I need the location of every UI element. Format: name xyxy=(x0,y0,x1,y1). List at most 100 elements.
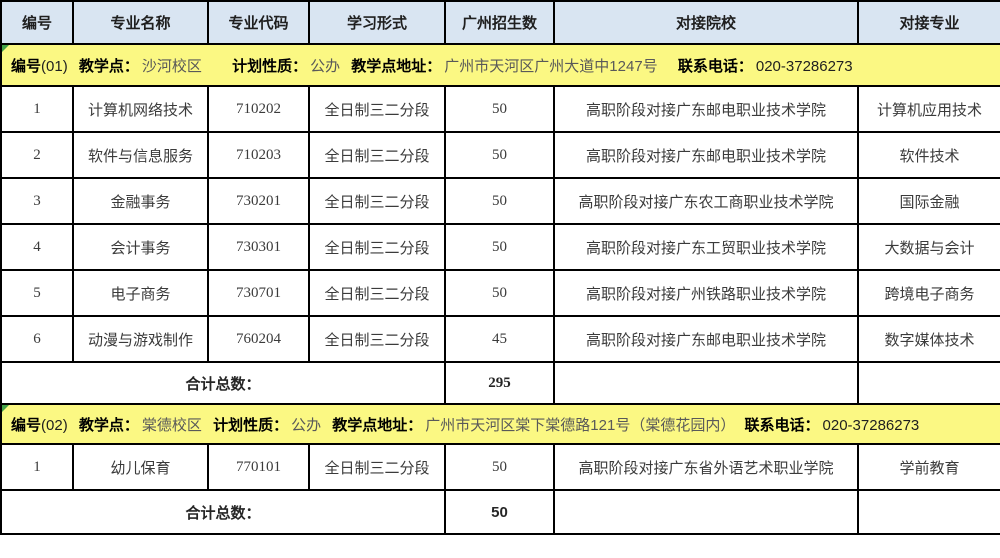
cell-number: 6 xyxy=(0,315,74,363)
section2-total-row: 合计总数： 50 xyxy=(0,489,1000,535)
cell-partner-major: 数字媒体技术 xyxy=(857,315,1000,363)
cell-partner-major: 软件技术 xyxy=(857,131,1000,179)
cell-partner-college: 高职阶段对接广东邮电职业技术学院 xyxy=(553,131,859,179)
banner-address-label: 教学点地址： xyxy=(351,57,442,75)
banner-site-label: 教学点： xyxy=(78,416,139,434)
enrollment-table: 编号 专业名称 专业代码 学习形式 广州招生数 对接院校 对接专业 编号(01)… xyxy=(0,0,1000,535)
cell-enrollment: 50 xyxy=(444,177,555,225)
cell-major-code: 730201 xyxy=(207,177,310,225)
cell-partner-major: 学前教育 xyxy=(857,443,1000,491)
cell-number: 4 xyxy=(0,223,74,271)
col-header-major-name: 专业名称 xyxy=(72,0,209,45)
table-header-row: 编号 专业名称 专业代码 学习形式 广州招生数 对接院校 对接专业 xyxy=(0,0,1000,45)
col-header-number: 编号 xyxy=(0,0,74,45)
section1-banner-row: 编号(01) 教学点： 沙河校区 计划性质： 公办 教学点地址： 广州市天河区广州大道… xyxy=(0,43,1000,87)
cell-major-code: 710202 xyxy=(207,85,310,133)
cell-enrollment: 50 xyxy=(444,223,555,271)
cell-corner-marker xyxy=(3,46,9,52)
col-header-enrollment: 广州招生数 xyxy=(444,0,555,45)
table-row: 5 电子商务 730701 全日制三二分段 50 高职阶段对接广州铁路职业技术学… xyxy=(0,269,1000,317)
cell-partner-college: 高职阶段对接广东农工商职业技术学院 xyxy=(553,177,859,225)
total-value: 295 xyxy=(444,361,555,405)
banner-site-value: 沙河校区 xyxy=(141,57,202,75)
banner-id-number: (02) xyxy=(41,416,68,434)
cell-enrollment: 50 xyxy=(444,443,555,491)
cell-number: 5 xyxy=(0,269,74,317)
total-label: 合计总数： xyxy=(0,361,446,405)
cell-number: 1 xyxy=(0,443,74,491)
cell-major-name: 计算机网络技术 xyxy=(72,85,209,133)
table-row: 2 软件与信息服务 710203 全日制三二分段 50 高职阶段对接广东邮电职业… xyxy=(0,131,1000,179)
table-row: 1 计算机网络技术 710202 全日制三二分段 50 高职阶段对接广东邮电职业… xyxy=(0,85,1000,133)
table-row: 1 幼儿保育 770101 全日制三二分段 50 高职阶段对接广东省外语艺术职业… xyxy=(0,443,1000,491)
cell-enrollment: 45 xyxy=(444,315,555,363)
banner-plan-label: 计划性质： xyxy=(213,416,289,434)
cell-major-name: 动漫与游戏制作 xyxy=(72,315,209,363)
banner-phone-label: 联系电话： xyxy=(744,416,820,434)
cell-major-code: 770101 xyxy=(207,443,310,491)
cell-study-mode: 全日制三二分段 xyxy=(308,443,446,491)
col-header-study-mode: 学习形式 xyxy=(308,0,446,45)
cell-empty xyxy=(553,361,859,405)
cell-study-mode: 全日制三二分段 xyxy=(308,177,446,225)
cell-enrollment: 50 xyxy=(444,269,555,317)
col-header-partner-major: 对接专业 xyxy=(857,0,1000,45)
cell-major-code: 730301 xyxy=(207,223,310,271)
cell-major-code: 760204 xyxy=(207,315,310,363)
banner-phone-label: 联系电话： xyxy=(677,57,753,75)
cell-study-mode: 全日制三二分段 xyxy=(308,85,446,133)
banner-plan-label: 计划性质： xyxy=(232,57,308,75)
cell-number: 1 xyxy=(0,85,74,133)
cell-major-code: 710203 xyxy=(207,131,310,179)
cell-major-name: 金融事务 xyxy=(72,177,209,225)
cell-empty xyxy=(857,361,1000,405)
cell-partner-major: 大数据与会计 xyxy=(857,223,1000,271)
table-row: 4 会计事务 730301 全日制三二分段 50 高职阶段对接广东工贸职业技术学… xyxy=(0,223,1000,271)
banner-phone-value: 020-37286273 xyxy=(822,416,920,434)
table-row: 3 金融事务 730201 全日制三二分段 50 高职阶段对接广东农工商职业技术… xyxy=(0,177,1000,225)
banner-site-label: 教学点： xyxy=(78,57,139,75)
banner-address-value: 广州市天河区棠下棠德路121号（棠德花园内） xyxy=(425,416,736,434)
banner-id-number: (01) xyxy=(41,57,68,75)
cell-number: 3 xyxy=(0,177,74,225)
section1-total-row: 合计总数： 295 xyxy=(0,361,1000,405)
banner-plan-value: 公办 xyxy=(291,416,322,434)
banner-address-value: 广州市天河区广州大道中1247号 xyxy=(444,57,658,75)
cell-major-name: 电子商务 xyxy=(72,269,209,317)
banner-phone-value: 020-37286273 xyxy=(755,57,853,75)
cell-empty xyxy=(857,489,1000,535)
banner-address-label: 教学点地址： xyxy=(332,416,423,434)
cell-enrollment: 50 xyxy=(444,131,555,179)
cell-major-name: 软件与信息服务 xyxy=(72,131,209,179)
cell-study-mode: 全日制三二分段 xyxy=(308,223,446,271)
cell-partner-college: 高职阶段对接广东邮电职业技术学院 xyxy=(553,315,859,363)
banner-id-word: 编号 xyxy=(11,416,42,434)
cell-partner-college: 高职阶段对接广州铁路职业技术学院 xyxy=(553,269,859,317)
cell-partner-major: 计算机应用技术 xyxy=(857,85,1000,133)
cell-partner-major: 跨境电子商务 xyxy=(857,269,1000,317)
banner-id-word: 编号 xyxy=(11,57,42,75)
section1-banner-cell: 编号(01) 教学点： 沙河校区 计划性质： 公办 教学点地址： 广州市天河区广州大道… xyxy=(0,43,1000,87)
total-label: 合计总数： xyxy=(0,489,446,535)
section2-banner-cell: 编号(02) 教学点： 棠德校区 计划性质： 公办 教学点地址： 广州市天河区棠下棠德… xyxy=(0,403,1000,445)
cell-number: 2 xyxy=(0,131,74,179)
cell-major-name: 幼儿保育 xyxy=(72,443,209,491)
banner-site-value: 棠德校区 xyxy=(141,416,202,434)
cell-major-code: 730701 xyxy=(207,269,310,317)
cell-study-mode: 全日制三二分段 xyxy=(308,315,446,363)
cell-study-mode: 全日制三二分段 xyxy=(308,269,446,317)
cell-study-mode: 全日制三二分段 xyxy=(308,131,446,179)
cell-partner-major: 国际金融 xyxy=(857,177,1000,225)
cell-partner-college: 高职阶段对接广东省外语艺术职业学院 xyxy=(553,443,859,491)
col-header-major-code: 专业代码 xyxy=(207,0,310,45)
total-value: 50 xyxy=(444,489,555,535)
cell-major-name: 会计事务 xyxy=(72,223,209,271)
col-header-partner-college: 对接院校 xyxy=(553,0,859,45)
cell-corner-marker xyxy=(3,406,9,412)
section2-banner-row: 编号(02) 教学点： 棠德校区 计划性质： 公办 教学点地址： 广州市天河区棠下棠德… xyxy=(0,403,1000,445)
cell-empty xyxy=(553,489,859,535)
cell-partner-college: 高职阶段对接广东工贸职业技术学院 xyxy=(553,223,859,271)
table-row: 6 动漫与游戏制作 760204 全日制三二分段 45 高职阶段对接广东邮电职业… xyxy=(0,315,1000,363)
cell-partner-college: 高职阶段对接广东邮电职业技术学院 xyxy=(553,85,859,133)
cell-enrollment: 50 xyxy=(444,85,555,133)
